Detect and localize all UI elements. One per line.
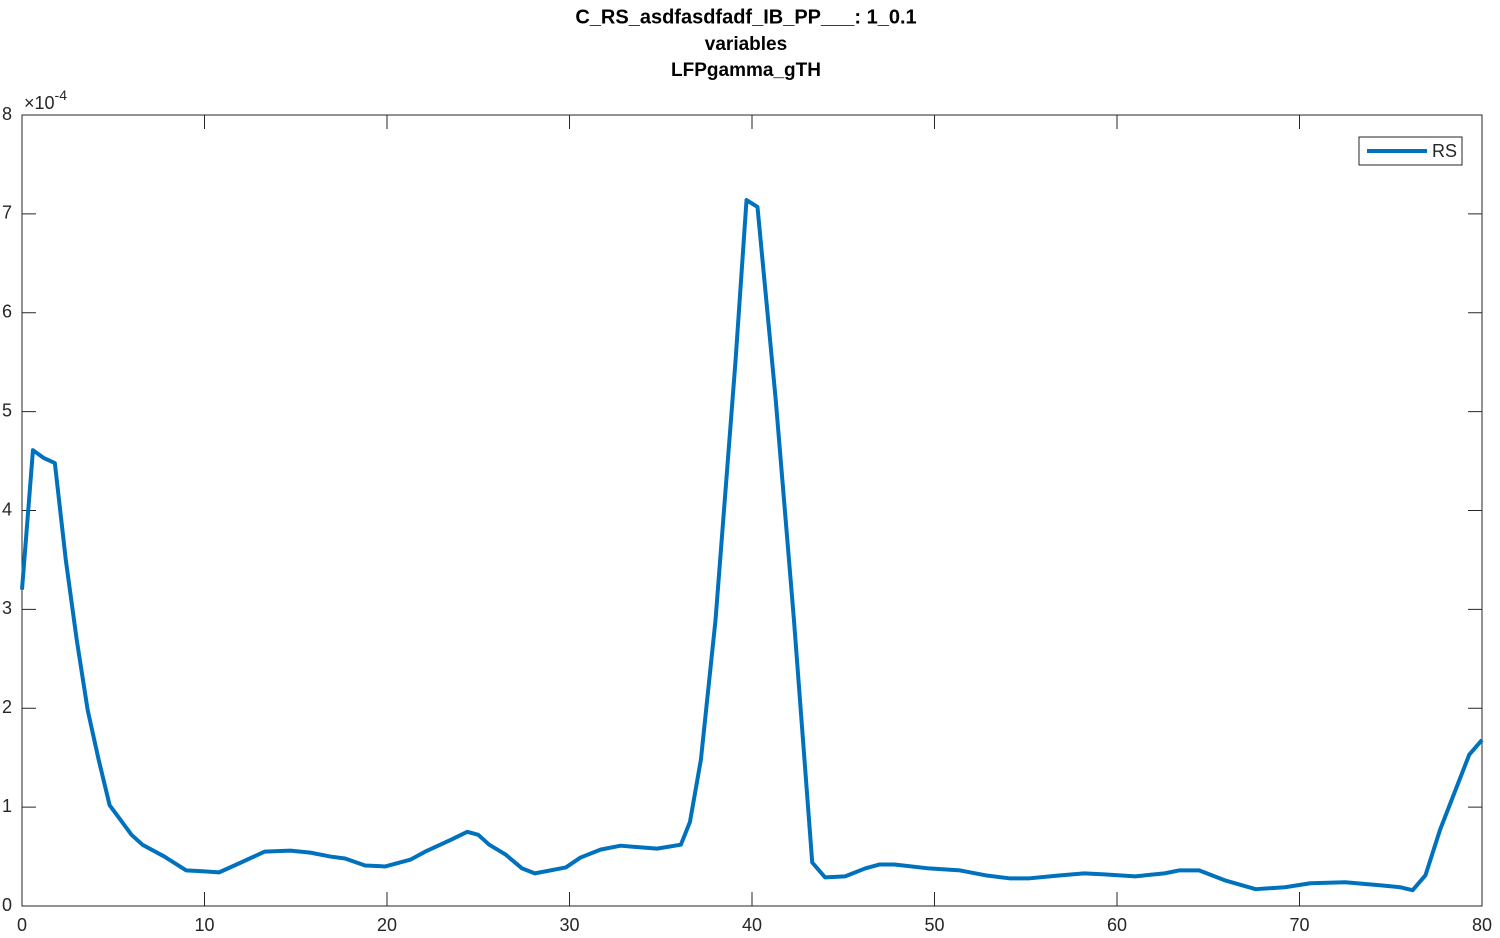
x-tick-label: 40 bbox=[742, 915, 762, 935]
y-tick-label: 8 bbox=[2, 104, 12, 124]
y-tick-label: 7 bbox=[2, 203, 12, 223]
x-tick-label: 10 bbox=[194, 915, 214, 935]
x-tick-label: 70 bbox=[1289, 915, 1309, 935]
x-tick-label: 60 bbox=[1107, 915, 1127, 935]
y-multiplier: ×10-4 bbox=[24, 87, 67, 113]
x-tick-label: 50 bbox=[924, 915, 944, 935]
chart-title: C_RS_asdfasdfadf_IB_PP___: 1_0.1 bbox=[575, 6, 916, 28]
y-tick-label: 1 bbox=[2, 796, 12, 816]
axes-box bbox=[21, 114, 1483, 907]
chart-subtitle: LFPgamma_gTH bbox=[671, 60, 821, 81]
y-tick-label: 6 bbox=[2, 302, 12, 322]
x-tick-label: 30 bbox=[559, 915, 579, 935]
data-line bbox=[20, 198, 1484, 893]
x-tick-label: 0 bbox=[17, 915, 27, 935]
legend-label: RS bbox=[1432, 141, 1457, 161]
y-tick-label: 0 bbox=[2, 895, 12, 915]
y-multiplier-exponent: -4 bbox=[55, 87, 68, 103]
y-tick-label: 5 bbox=[2, 400, 12, 420]
x-tick-label: 80 bbox=[1472, 915, 1492, 935]
x-tick-label: 20 bbox=[377, 915, 397, 935]
y-tick-label: 4 bbox=[2, 499, 12, 519]
y-tick-label: 3 bbox=[2, 598, 12, 618]
y-tick-label: 2 bbox=[2, 697, 12, 717]
y-multiplier-base: ×10 bbox=[24, 93, 55, 113]
chart-subtitle: variables bbox=[705, 34, 787, 55]
